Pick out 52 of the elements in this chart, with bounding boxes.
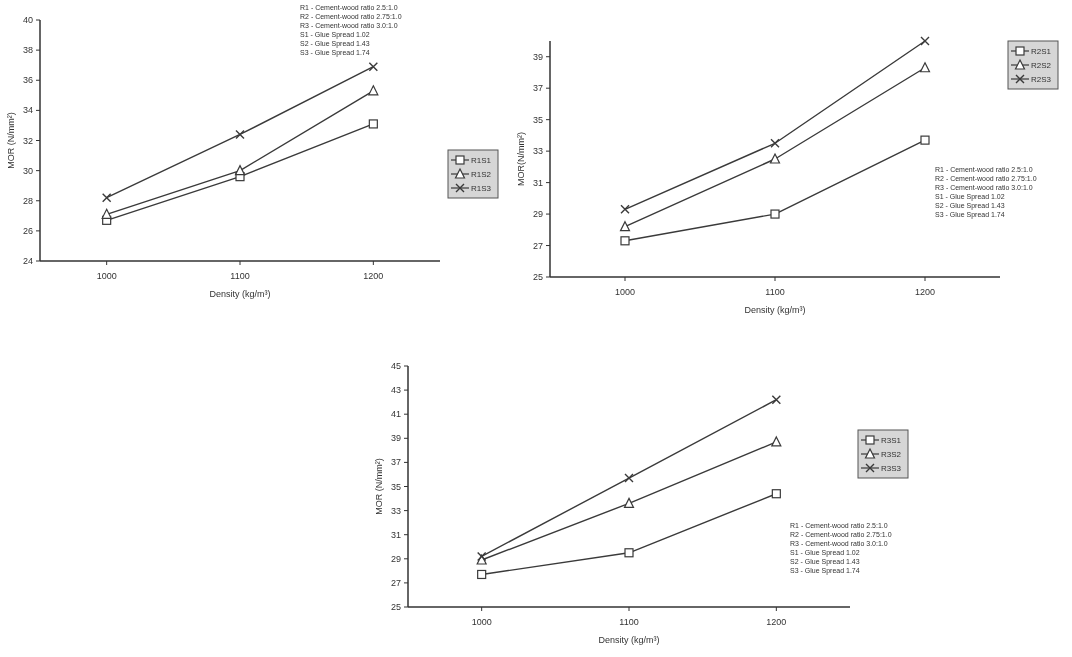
y-tick-label: 28 [22,195,33,206]
legend-label: R3S2 [881,450,902,459]
x-tick-label: 1000 [614,287,636,297]
y-tick-label: 39 [390,433,401,444]
y-tick-label: 25 [532,272,543,282]
y-tick-label: 39 [532,51,543,62]
y-tick-label: 43 [390,385,401,396]
y-tick-label: 37 [532,83,543,94]
x-tick-label: 1100 [619,617,639,627]
x-tick-label: 1200 [363,271,384,281]
y-tick-label: 32 [22,135,33,146]
y-tick-label: 33 [390,505,401,516]
legend-label: R1S2 [471,170,492,179]
y-axis-title: MOR (N/mm²) [374,458,384,515]
x-tick-label: 1200 [766,617,787,627]
legend-label: R3S1 [881,436,902,445]
x-axis-title: Density (kg/m³) [598,635,660,645]
y-axis-title: MOR(N/mm²) [516,132,526,186]
x-tick-label: 1000 [96,271,117,281]
y-tick-label: 24 [22,256,33,266]
y-tick-label: 34 [22,105,33,116]
legend-label: R3S3 [881,464,902,473]
y-tick-label: 35 [532,114,543,125]
legend-label: R2S2 [1031,61,1052,70]
y-tick-label: 36 [22,75,33,86]
y-tick-label: 38 [22,45,33,56]
x-tick-label: 1000 [471,617,492,627]
y-axis-title: MOR (N/mm²) [6,112,16,169]
y-tick-label: 41 [390,409,401,420]
x-tick-label: 1100 [765,287,785,297]
y-tick-label: 31 [532,177,543,188]
y-tick-label: 31 [390,529,401,540]
legend-label: R2S1 [1031,47,1052,56]
y-tick-label: 27 [532,240,543,251]
y-tick-label: 35 [390,481,401,492]
x-axis-title: Density (kg/m³) [744,305,806,315]
y-tick-label: 30 [22,165,33,176]
y-tick-label: 33 [532,146,543,157]
y-tick-label: 45 [390,361,401,371]
y-tick-label: 25 [390,602,401,612]
x-axis-title: Density (kg/m³) [209,289,271,299]
y-tick-label: 29 [390,553,401,564]
x-tick-label: 1100 [230,271,250,281]
y-tick-label: 37 [390,457,401,468]
x-tick-label: 1200 [914,287,936,297]
y-tick-label: 29 [532,209,543,220]
legend-label: R1S3 [471,184,492,193]
y-tick-label: 26 [22,225,33,236]
y-tick-label: 40 [22,15,33,25]
legend-label: R1S1 [471,156,492,165]
y-tick-label: 27 [390,577,401,588]
legend-label: R2S3 [1031,75,1052,84]
